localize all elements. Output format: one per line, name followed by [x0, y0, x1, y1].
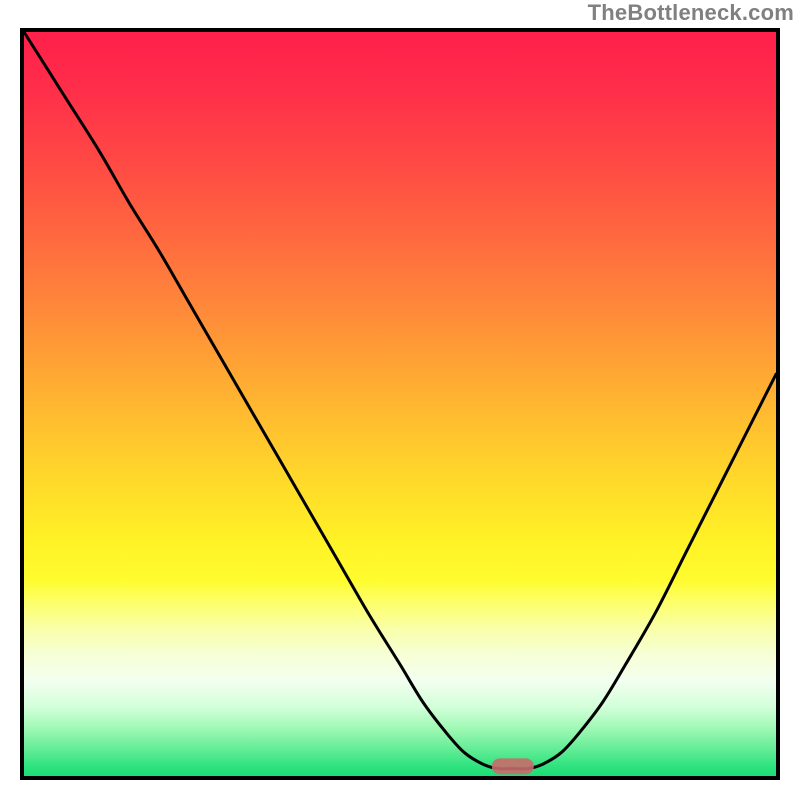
chart-container: TheBottleneck.com — [0, 0, 800, 800]
watermark-text: TheBottleneck.com — [588, 0, 794, 26]
optimal-marker — [492, 758, 534, 774]
bottleneck-chart — [0, 0, 800, 800]
